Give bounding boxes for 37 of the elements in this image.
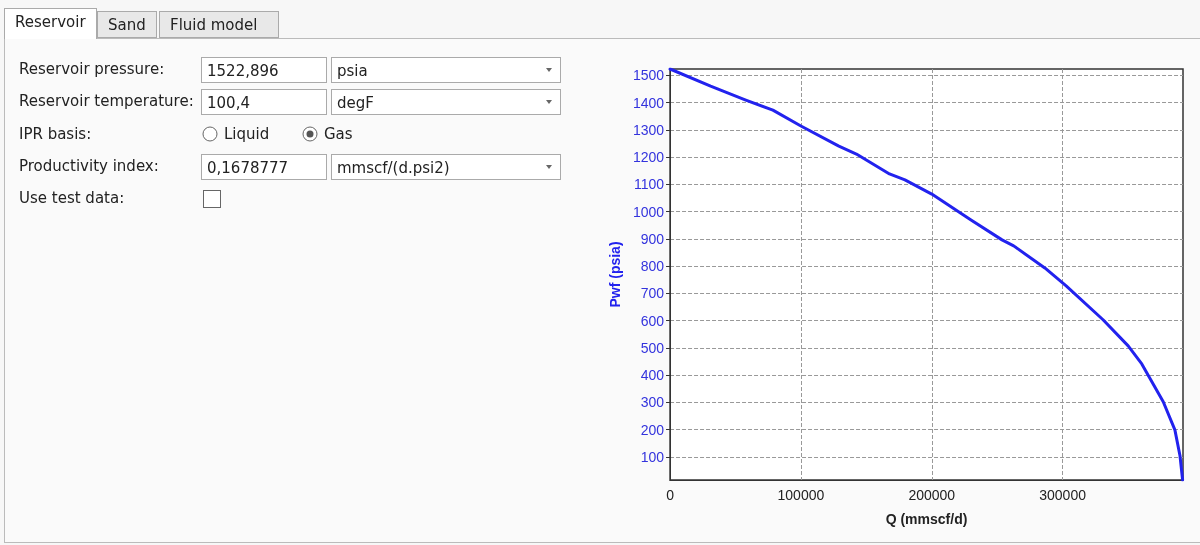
text: Use test data: <box>19 189 125 207</box>
text: Reservoir pressure: <box>19 60 165 78</box>
x-tick-label: 200000 <box>908 487 956 503</box>
y-tick-label: 1100 <box>633 176 665 193</box>
text: Sand <box>97 11 157 38</box>
text: 100,4 <box>201 89 327 115</box>
y-tick-label: 800 <box>640 258 665 275</box>
x-axis-title: Q (mmscf/d) <box>885 511 968 527</box>
text: Reservoir <box>4 8 97 39</box>
text: Fluid model <box>159 11 279 38</box>
text: Liquid <box>224 125 270 143</box>
y-tick-label: 1200 <box>632 149 665 166</box>
x-tick-label: 100000 <box>777 487 825 503</box>
text: degF <box>331 89 561 115</box>
y-tick-label: 1000 <box>632 203 665 220</box>
x-tick-label: 0 <box>666 487 675 503</box>
text: psia <box>331 57 561 83</box>
text: 0,1678777 <box>201 154 327 180</box>
text: Productivity index: <box>19 157 159 175</box>
y-tick-label: 1300 <box>632 121 665 138</box>
text: 1522,896 <box>201 57 327 83</box>
text: Gas <box>324 125 353 143</box>
y-tick-label: 700 <box>640 285 665 302</box>
x-tick-label: 300000 <box>1039 487 1087 503</box>
text: Reservoir temperature: <box>19 92 194 110</box>
y-tick-label: 1500 <box>632 67 665 84</box>
y-tick-label: 600 <box>640 312 665 329</box>
y-tick-label: 900 <box>640 230 665 247</box>
y-tick-label: 200 <box>640 421 665 438</box>
text: mmscf/(d.psi2) <box>331 154 561 180</box>
y-tick-label: 500 <box>640 339 665 356</box>
y-tick-label: 1400 <box>632 94 665 111</box>
y-tick-label: 100 <box>640 448 665 465</box>
y-axis-title: Pwf (psia) <box>607 241 623 308</box>
text: IPR basis: <box>19 125 92 143</box>
y-tick-label: 400 <box>640 367 665 384</box>
y-tick-label: 300 <box>640 394 665 411</box>
